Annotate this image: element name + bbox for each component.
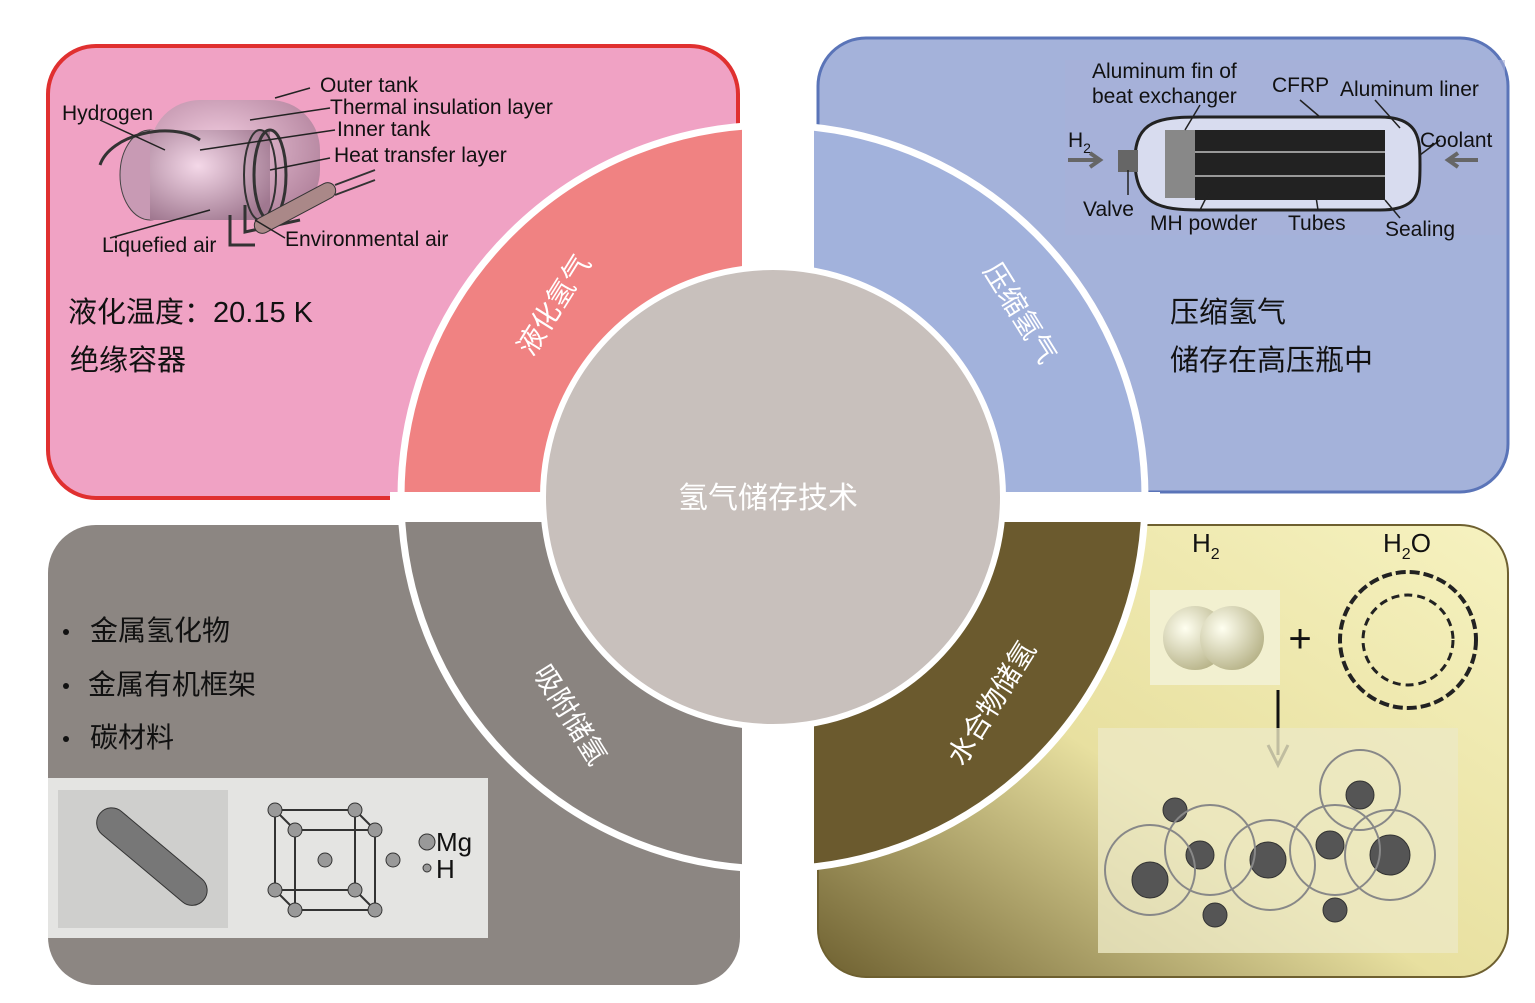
label-liner: Aluminum liner (1340, 78, 1479, 101)
label-hydrogen: Hydrogen (62, 102, 153, 125)
liquefied-text-2: 绝缘容器 (70, 344, 186, 377)
compressed-text-1: 压缩氢气 (1170, 296, 1286, 329)
label-coolant: Coolant (1420, 129, 1493, 152)
ring-adsorption (401, 497, 773, 869)
label-plus: + (1288, 617, 1311, 661)
label-h2: H2 (1192, 528, 1220, 563)
label-outer-tank: Outer tank (320, 74, 419, 97)
label-mh-powder: MH powder (1150, 212, 1257, 235)
label-sealing: Sealing (1385, 218, 1455, 241)
ring-hydrate (773, 497, 1145, 869)
compressed-text-2: 储存在高压瓶中 (1170, 344, 1373, 377)
center-circle (540, 264, 1006, 730)
ring-liquefied (401, 125, 773, 497)
label-valve: Valve (1083, 198, 1134, 221)
label-environmental-air: Environmental air (285, 228, 448, 251)
label-cfrp: CFRP (1272, 74, 1329, 97)
center-title: 氢气储存技术 (678, 481, 858, 516)
ring-compressed (773, 125, 1145, 497)
label-thermal-insulation: Thermal insulation layer (330, 96, 553, 119)
bullet-mof: 金属有机框架 (88, 668, 256, 701)
label-tubes: Tubes (1288, 212, 1346, 235)
label-fin-2: beat exchanger (1092, 85, 1237, 108)
adsorption-materials-image: Mg H (48, 778, 488, 938)
legend-h: H (436, 854, 455, 884)
hydrate-illustration (1098, 570, 1478, 953)
label-liquefied-air: Liquefied air (102, 234, 216, 257)
label-heat-transfer: Heat transfer layer (334, 144, 507, 167)
adsorption-bullet-list: 金属氢化物 金属有机框架 碳材料 (63, 614, 256, 754)
bullet-carbon: 碳材料 (90, 721, 174, 754)
legend-mg: Mg (436, 827, 472, 857)
label-h2o: H2O (1383, 528, 1431, 563)
liquefied-text-1: 液化温度：20.15 K (68, 296, 314, 329)
compressed-tank-illustration (1065, 60, 1505, 235)
bullet-metal-hydride: 金属氢化物 (90, 614, 230, 647)
label-fin-1: Aluminum fin of (1092, 60, 1237, 83)
liquid-tank-illustration (98, 87, 376, 247)
label-inner-tank: Inner tank (337, 118, 431, 141)
label-h2-in: H2 (1068, 129, 1091, 156)
